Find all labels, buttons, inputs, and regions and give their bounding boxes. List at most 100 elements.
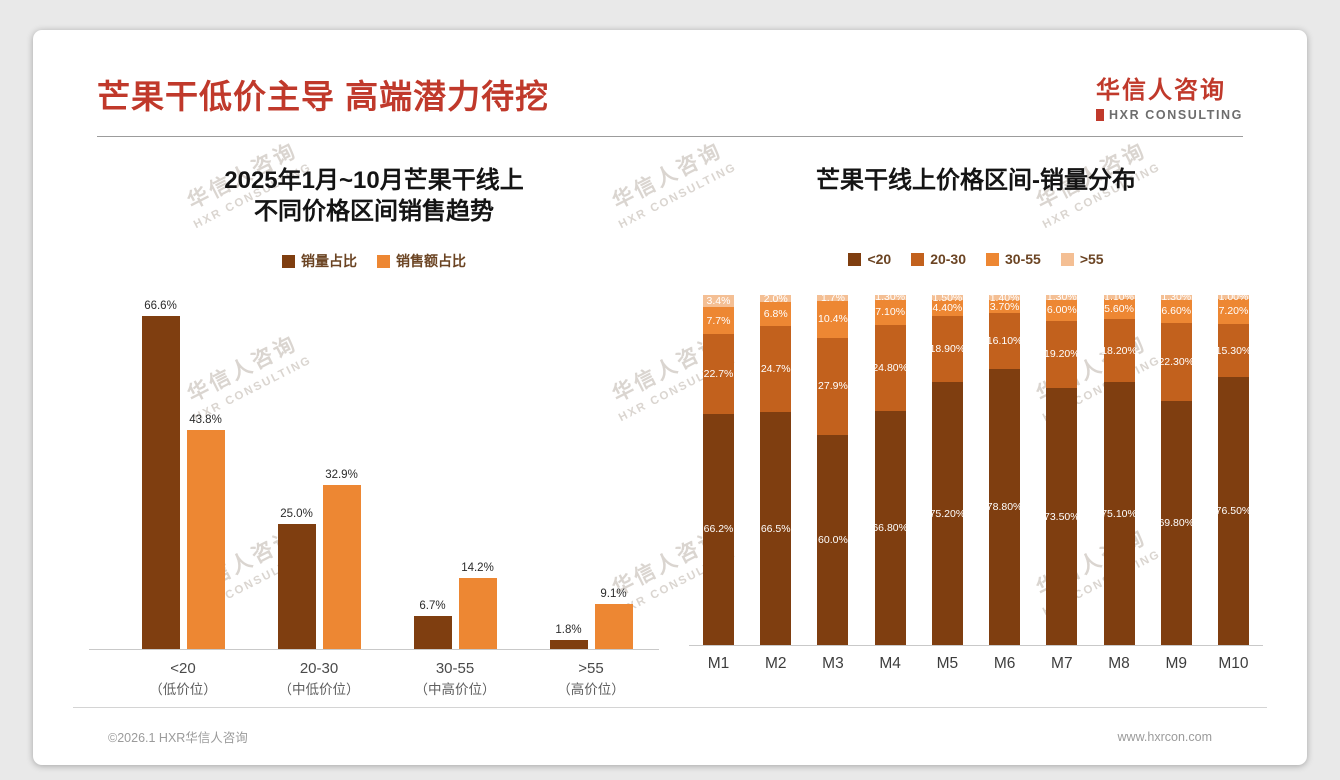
segment-value-label: 7.20% — [1218, 305, 1249, 318]
legend-item: 20-30 — [911, 251, 966, 267]
bar-segment-<20: 75.20% — [929, 382, 966, 646]
bar-value-label: 6.7% — [419, 599, 446, 612]
x-axis-label-month: M9 — [1165, 655, 1188, 673]
left-chart: 2025年1月~10月芒果干线上 不同价格区间销售趋势 销量占比 销售额占比 66… — [89, 153, 659, 698]
bar-value-label: 32.9% — [325, 468, 358, 481]
bar-segment-20-30: 18.90% — [930, 315, 965, 382]
segment-value-label: 24.7% — [760, 363, 791, 376]
legend-label: >55 — [1079, 251, 1104, 268]
bar-segment-20-30: 24.7% — [760, 326, 792, 413]
segment-value-label: 24.80% — [872, 361, 908, 374]
bar-segment->55: 1.30% — [874, 291, 906, 303]
website-text: www.hxrcon.com — [1117, 729, 1212, 744]
segment-value-label: 3.70% — [989, 300, 1020, 313]
segment-value-label: 1.30% — [1161, 291, 1192, 304]
segment-value-label: 15.30% — [1215, 344, 1252, 357]
bar-销量占比: 25.0% — [277, 508, 316, 650]
legend-item: <20 — [848, 251, 891, 267]
legend-swatch — [377, 254, 390, 268]
bar-销量占比: 6.7% — [413, 600, 452, 650]
legend-item: 30-55 — [986, 251, 1041, 267]
legend-swatch — [986, 252, 999, 266]
stacked-bar: 73.50% 19.20% 6.00% 1.30% — [1044, 291, 1080, 646]
segment-value-label: 73.50% — [1044, 510, 1080, 523]
segment-value-label: 19.20% — [1044, 348, 1080, 361]
stacked-bar: 66.80% 24.80% 7.10% 1.30% — [872, 291, 908, 646]
bar-value-label: 1.8% — [555, 624, 582, 637]
bar-segment-<20: 66.5% — [760, 412, 792, 646]
bar-group: 25.0% 32.9% — [277, 299, 361, 650]
bar-group: 66.6% 43.8% — [141, 299, 225, 650]
segment-value-label: 2.0% — [763, 292, 788, 305]
stacked-bar: 69.80% 22.30% 6.60% 1.30% — [1158, 291, 1195, 646]
right-chart-legend: <20 20-30 30-55 >55 — [689, 251, 1263, 267]
segment-value-label: 22.30% — [1158, 355, 1195, 368]
segment-value-label: 27.9% — [818, 380, 848, 393]
x-axis-label-month: M3 — [822, 655, 844, 673]
bar-segment-20-30: 24.80% — [872, 324, 908, 412]
bar-segment-30-55: 7.7% — [703, 307, 734, 335]
bar-销售额占比: 14.2% — [458, 562, 497, 650]
bar-销售额占比: 43.8% — [186, 414, 225, 650]
bar-segment->55: 1.40% — [989, 292, 1021, 304]
charts-area: 2025年1月~10月芒果干线上 不同价格区间销售趋势 销量占比 销售额占比 66… — [33, 137, 1307, 698]
stacked-bar: 66.5% 24.7% 6.8% 2.0% — [760, 292, 792, 646]
bar-value-label: 43.8% — [189, 414, 222, 427]
logo-en-text: HXR CONSULTING — [1109, 108, 1243, 122]
bar-value-label: 14.2% — [461, 562, 494, 575]
stacked-bar: 66.2% 22.7% 7.7% 3.4% — [703, 295, 734, 646]
logo-cn-text: 华信人咨询 — [1096, 77, 1227, 104]
x-axis-label-month: M4 — [879, 655, 901, 673]
segment-value-label: 1.30% — [1046, 291, 1077, 304]
x-axis-label-month: M10 — [1218, 655, 1249, 673]
bar-segment->55: 1.00% — [1217, 291, 1249, 303]
segment-value-label: 78.80% — [986, 501, 1023, 514]
x-axis-label: >55 （高价位） — [523, 659, 659, 698]
segment-value-label: 75.10% — [1101, 507, 1137, 520]
segment-value-label: 69.80% — [1158, 517, 1195, 530]
copyright-text: ©2026.1 HXR华信人咨询 — [108, 731, 248, 745]
legend-label: 20-30 — [930, 251, 966, 268]
right-chart: 芒果干线上价格区间-销量分布 <20 20-30 30-55 >55 66.2% 22.… — [689, 153, 1263, 698]
segment-value-label: 5.60% — [1104, 302, 1134, 315]
segment-value-label: 16.10% — [986, 335, 1023, 348]
segment-value-label: 6.8% — [763, 308, 788, 321]
x-axis-label: 20-30 （中低价位） — [251, 659, 387, 698]
segment-value-label: 1.7% — [820, 292, 845, 305]
segment-value-label: 66.5% — [760, 522, 791, 535]
bar-segment-30-55: 5.60% — [1103, 299, 1135, 319]
segment-value-label: 1.50% — [932, 291, 963, 304]
x-axis-label-range: >55 — [578, 660, 604, 678]
x-axis-label: <20 （低价位） — [115, 659, 251, 698]
bar-segment->55: 2.0% — [760, 292, 792, 305]
x-axis-label-range: 30-55 — [435, 660, 475, 678]
legend-label: <20 — [867, 251, 892, 268]
x-axis-label-month: M6 — [993, 655, 1016, 673]
segment-value-label: 75.20% — [929, 507, 966, 520]
legend-label: 销量占比 — [301, 253, 357, 270]
x-axis-label-tier: （中低价位） — [278, 681, 360, 697]
segment-value-label: 66.80% — [872, 522, 908, 535]
segment-value-label: 1.10% — [1104, 291, 1134, 304]
segment-value-label: 7.7% — [706, 314, 731, 327]
segment-value-label: 10.4% — [818, 313, 848, 326]
bar-segment-20-30: 22.30% — [1158, 322, 1195, 401]
left-chart-legend: 销量占比 销售额占比 — [89, 251, 659, 271]
bar-segment-<20: 76.50% — [1216, 377, 1251, 646]
bar-segment-30-55: 4.40% — [931, 300, 963, 316]
legend-label: 30-55 — [1005, 251, 1041, 268]
stacked-bar: 60.0% 27.9% 10.4% 1.7% — [817, 292, 849, 646]
bar-segment-<20: 66.2% — [703, 413, 734, 646]
bar-segment-<20: 60.0% — [817, 435, 849, 646]
slide-header: 芒果干低价主导 高端潜力待挖 华信人咨询 HXR CONSULTING — [33, 30, 1307, 122]
bar-segment-20-30: 22.7% — [703, 334, 734, 414]
header-divider — [97, 136, 1243, 137]
bar-value-label: 25.0% — [280, 508, 313, 521]
left-chart-title-line-2: 不同价格区间销售趋势 — [254, 198, 494, 226]
stacked-bar: 78.80% 16.10% 3.70% 1.40% — [986, 292, 1023, 646]
bar-segment-30-55: 7.20% — [1217, 298, 1249, 324]
bar-segment-20-30: 15.30% — [1215, 323, 1252, 378]
segment-value-label: 6.00% — [1046, 304, 1077, 317]
bar-segment-20-30: 18.20% — [1101, 318, 1137, 383]
x-axis-label-tier: （中高价位） — [414, 681, 496, 697]
